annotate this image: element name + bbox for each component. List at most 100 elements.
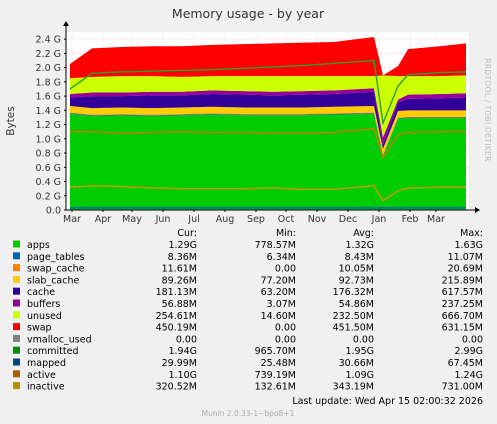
y-tick-label: 2.4 G [36,35,62,46]
legend-name: committed [27,346,79,357]
legend-value: 3.07M [267,299,296,310]
legend-value: 30.66M [339,358,374,369]
legend-value: 0.00 [275,323,296,334]
legend-name: unused [27,311,62,322]
legend-name: swap_cache [27,264,85,275]
area-slab-cache [70,106,466,155]
legend-value: 1.10G [168,370,197,381]
legend-value: 181.13M [156,287,197,298]
legend-value: 92.73M [339,275,374,286]
legend-value: 731.00M [442,382,483,393]
legend-value: 54.86M [339,299,374,310]
legend-swatch [13,370,20,378]
legend-name: vmalloc_used [27,334,92,345]
y-tick-label: 1.2 G [36,120,62,131]
x-tick-label: May [122,214,142,225]
legend-value: 89.26M [162,275,197,286]
rrdtool-credit: RRDTOOL / TOBI OETIKER [483,58,492,161]
line-inactive [69,185,466,202]
legend-value: 1.94G [168,346,197,357]
x-tick-label: Jan [371,214,387,225]
y-tick-label: 1.0 G [36,134,62,145]
x-tick-label: Feb [402,214,419,225]
x-tick-label: Mar [427,214,445,225]
legend-value: 1.24G [454,370,483,381]
x-tick-label: Mar [63,214,81,225]
legend-value: 67.45M [448,358,483,369]
y-tick-label: 0.0 [46,206,61,217]
legend-swatch [13,358,20,366]
x-axis-arrow [475,207,480,213]
legend-value: 215.89M [442,275,483,286]
legend-value: 739.19M [255,370,296,381]
legend-value: 1.63G [454,240,483,251]
legend-value: 778.57M [255,240,296,251]
legend-value: 254.61M [156,311,197,322]
x-tick-label: Apr [95,214,112,225]
legend-value: 25.48M [261,358,296,369]
legend-value: 11.07M [448,252,483,263]
legend-value: 0.00 [275,334,296,345]
legend-value: 343.19M [333,382,374,393]
x-tick-label: Dec [339,214,357,225]
legend-header: Cur: [177,228,197,239]
x-tick-label: Jul [187,214,199,225]
legend-name: buffers [27,299,60,310]
legend: Cur: Min: Avg: Max: apps 1.29G 778.57M 1.32G 1.6… [13,228,483,393]
legend-value: 1.95G [345,346,374,357]
legend-value: 1.29G [168,240,197,251]
legend-value: 1.32G [345,240,374,251]
legend-name: inactive [27,382,65,393]
legend-value: 666.70M [442,311,483,322]
legend-value: 11.61M [162,264,197,275]
legend-value: 450.19M [156,323,197,334]
legend-value: 617.57M [442,287,483,298]
legend-value: 20.69M [448,264,483,275]
legend-swatch [13,287,20,295]
y-tick-label: 2.0 G [36,63,62,74]
last-update: Last update: Wed Apr 15 02:00:32 2026 [292,396,483,407]
legend-swatch [13,382,20,390]
legend-value: 232.50M [333,311,374,322]
legend-value: 176.32M [333,287,374,298]
legend-name: cache [27,287,55,298]
area-cache [70,91,466,149]
y-tick-label: 2.2 G [36,49,62,60]
munin-version: Munin 2.0.33-1~bpo8+1 [202,409,295,418]
legend-value: 63.20M [261,287,296,298]
legend-value: 2.99G [454,346,483,357]
legend-swatch [13,264,20,272]
y-tick-label: 1.6 G [36,92,62,103]
line-committed [69,59,467,126]
legend-name: swap [27,323,52,334]
legend-name: slab_cache [27,275,79,286]
legend-value: 320.52M [156,382,197,393]
x-tick-label: Aug [216,214,235,225]
y-tick-label: 0.6 G [36,163,62,174]
y-tick-label: 0.2 G [36,191,62,202]
legend-value: 8.43M [345,252,374,263]
legend-header: Min: [276,228,296,239]
y-tick-label: 0.8 G [36,149,62,160]
legend-name: mapped [27,358,66,369]
legend-value: 237.25M [442,299,483,310]
legend-swatch [13,275,20,283]
y-tick-label: 1.4 G [36,106,62,117]
legend-value: 6.34M [267,252,296,263]
x-tick-label: Nov [308,214,327,225]
legend-value: 451.50M [333,323,374,334]
stacked-areas [70,36,466,210]
legend-value: 29.99M [162,358,197,369]
legend-value: 965.70M [255,346,296,357]
legend-swatch [13,334,20,342]
legend-value: 0.00 [462,334,483,345]
line-series [69,59,467,209]
legend-swatch [13,299,20,307]
legend-value: 132.61M [255,382,296,393]
legend-name: page_tables [27,252,85,263]
area-apps [70,113,466,210]
axes: 0.0 0.2 G 0.4 G 0.6 G 0.8 G 1.0 G 1.2 G 1.4 G 1.… [36,21,480,225]
chart-title: Memory usage - by year [172,6,325,21]
legend-value: 0.00 [353,334,374,345]
